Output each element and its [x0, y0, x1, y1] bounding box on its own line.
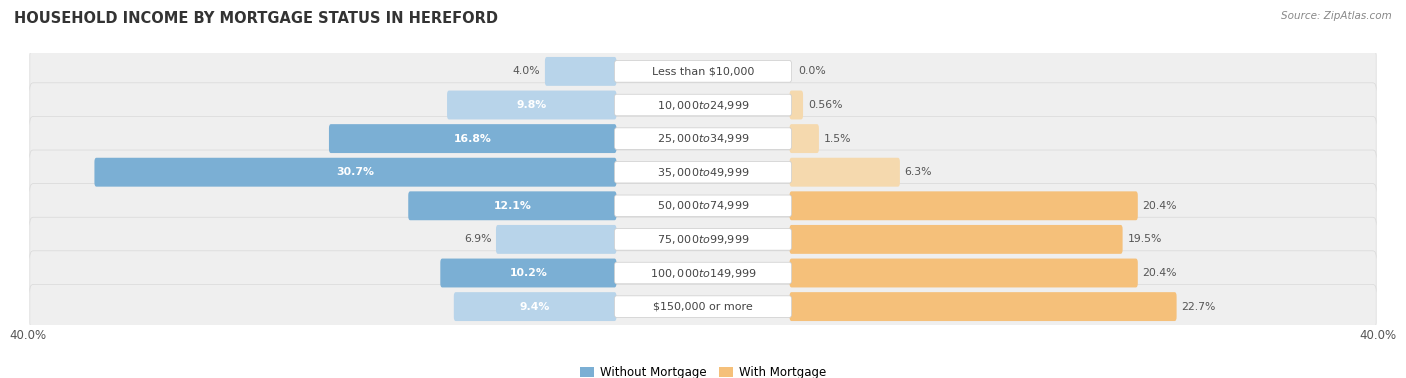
Text: $50,000 to $74,999: $50,000 to $74,999 — [657, 199, 749, 212]
FancyBboxPatch shape — [614, 296, 792, 318]
Text: Source: ZipAtlas.com: Source: ZipAtlas.com — [1281, 11, 1392, 21]
FancyBboxPatch shape — [614, 128, 792, 149]
Text: 9.4%: 9.4% — [520, 302, 550, 311]
Text: $25,000 to $34,999: $25,000 to $34,999 — [657, 132, 749, 145]
Text: 1.5%: 1.5% — [824, 133, 851, 144]
Text: 16.8%: 16.8% — [454, 133, 492, 144]
Text: 20.4%: 20.4% — [1143, 201, 1177, 211]
Text: 4.0%: 4.0% — [513, 67, 540, 76]
FancyBboxPatch shape — [454, 292, 616, 321]
Text: 30.7%: 30.7% — [336, 167, 374, 177]
FancyBboxPatch shape — [94, 158, 616, 187]
FancyBboxPatch shape — [30, 284, 1376, 329]
FancyBboxPatch shape — [790, 91, 803, 119]
FancyBboxPatch shape — [30, 184, 1376, 228]
FancyBboxPatch shape — [790, 191, 1137, 220]
FancyBboxPatch shape — [30, 83, 1376, 127]
Text: 0.0%: 0.0% — [799, 67, 827, 76]
Text: $150,000 or more: $150,000 or more — [654, 302, 752, 311]
FancyBboxPatch shape — [614, 262, 792, 284]
FancyBboxPatch shape — [614, 60, 792, 82]
Text: $100,000 to $149,999: $100,000 to $149,999 — [650, 266, 756, 279]
FancyBboxPatch shape — [790, 259, 1137, 287]
FancyBboxPatch shape — [790, 292, 1177, 321]
Text: 6.3%: 6.3% — [904, 167, 932, 177]
FancyBboxPatch shape — [408, 191, 616, 220]
FancyBboxPatch shape — [790, 225, 1122, 254]
Text: Less than $10,000: Less than $10,000 — [652, 67, 754, 76]
FancyBboxPatch shape — [614, 161, 792, 183]
Text: 9.8%: 9.8% — [516, 100, 547, 110]
FancyBboxPatch shape — [447, 91, 616, 119]
Text: 19.5%: 19.5% — [1128, 234, 1161, 245]
FancyBboxPatch shape — [496, 225, 616, 254]
FancyBboxPatch shape — [30, 116, 1376, 161]
FancyBboxPatch shape — [329, 124, 616, 153]
FancyBboxPatch shape — [614, 94, 792, 116]
FancyBboxPatch shape — [546, 57, 616, 86]
Text: 6.9%: 6.9% — [464, 234, 491, 245]
Text: 0.56%: 0.56% — [808, 100, 842, 110]
FancyBboxPatch shape — [614, 195, 792, 217]
FancyBboxPatch shape — [30, 251, 1376, 295]
Text: 20.4%: 20.4% — [1143, 268, 1177, 278]
Text: 12.1%: 12.1% — [494, 201, 531, 211]
Text: 10.2%: 10.2% — [509, 268, 547, 278]
FancyBboxPatch shape — [30, 49, 1376, 94]
FancyBboxPatch shape — [790, 124, 818, 153]
Legend: Without Mortgage, With Mortgage: Without Mortgage, With Mortgage — [581, 366, 825, 378]
Text: $75,000 to $99,999: $75,000 to $99,999 — [657, 233, 749, 246]
Text: $10,000 to $24,999: $10,000 to $24,999 — [657, 99, 749, 112]
FancyBboxPatch shape — [30, 150, 1376, 194]
Text: $35,000 to $49,999: $35,000 to $49,999 — [657, 166, 749, 179]
Text: 22.7%: 22.7% — [1181, 302, 1216, 311]
FancyBboxPatch shape — [30, 217, 1376, 262]
FancyBboxPatch shape — [614, 229, 792, 250]
FancyBboxPatch shape — [790, 158, 900, 187]
FancyBboxPatch shape — [440, 259, 616, 287]
Text: HOUSEHOLD INCOME BY MORTGAGE STATUS IN HEREFORD: HOUSEHOLD INCOME BY MORTGAGE STATUS IN H… — [14, 11, 498, 26]
